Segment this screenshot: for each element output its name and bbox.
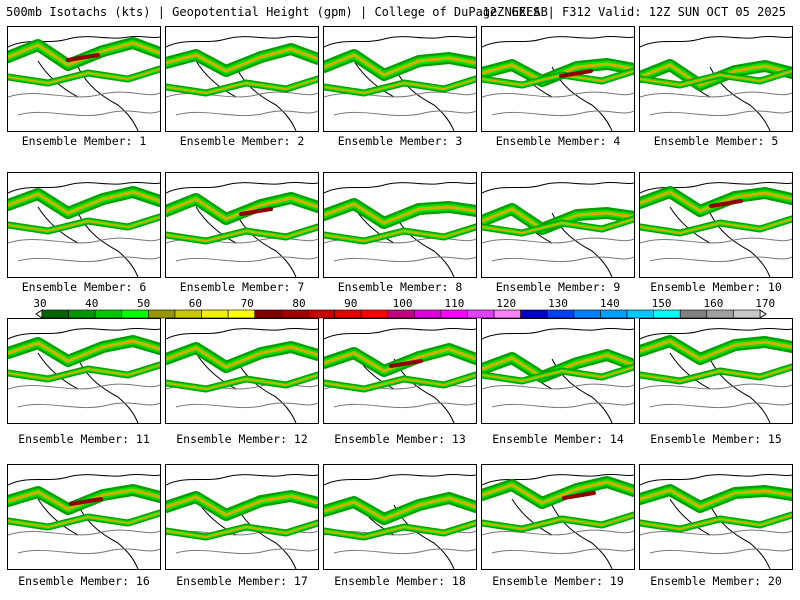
colorbar-swatch — [68, 309, 96, 319]
colorbar-swatch — [121, 309, 149, 319]
colorbar-swatch — [307, 309, 335, 319]
map-panel-member-2 — [165, 26, 319, 132]
member-caption: Ensemble Member: 18 — [334, 574, 466, 588]
map-panel-member-14 — [481, 318, 635, 424]
map-panel-member-13 — [323, 318, 477, 424]
colorbar-label: 70 — [240, 297, 254, 310]
map-panel-member-5 — [639, 26, 793, 132]
map-panel-member-20 — [639, 464, 793, 570]
colorbar-swatch — [94, 309, 123, 319]
colorbar-swatch — [41, 309, 69, 319]
colorbar-swatch — [254, 309, 282, 319]
member-caption: Ensemble Member: 12 — [176, 432, 308, 446]
colorbar-swatch — [227, 309, 256, 319]
colorbar-swatch — [546, 309, 575, 319]
member-caption: Ensemble Member: 16 — [18, 574, 150, 588]
member-caption: Ensemble Member: 14 — [492, 432, 624, 446]
member-caption: Ensemble Member: 7 — [179, 280, 305, 294]
member-caption: Ensemble Member: 2 — [179, 134, 305, 148]
header-valid-time: 12Z GEFS | F312 Valid: 12Z SUN OCT 05 20… — [482, 5, 786, 19]
member-caption: Ensemble Member: 3 — [337, 134, 463, 148]
map-panel-member-10 — [639, 172, 793, 278]
colorbar-label: 40 — [85, 297, 99, 310]
colorbar-swatch — [467, 309, 495, 319]
colorbar-label: 60 — [188, 297, 203, 310]
colorbar-label: 50 — [136, 297, 151, 310]
colorbar-swatch — [201, 309, 229, 319]
colorbar-label: 140 — [599, 297, 620, 310]
colorbar-label: 80 — [292, 297, 306, 310]
colorbar-label: 170 — [755, 297, 776, 310]
colorbar-swatch — [600, 309, 628, 319]
member-caption: Ensemble Member: 5 — [653, 134, 779, 148]
colorbar-swatch — [440, 309, 468, 319]
map-panel-member-4 — [481, 26, 635, 132]
colorbar-swatch — [281, 309, 309, 319]
colorbar-swatch — [706, 309, 734, 319]
colorbar-label: 100 — [392, 297, 413, 310]
colorbar-swatch — [148, 309, 176, 319]
map-panel-member-3 — [323, 26, 477, 132]
member-caption: Ensemble Member: 4 — [495, 134, 621, 148]
colorbar-swatch — [360, 309, 388, 319]
member-caption: Ensemble Member: 6 — [21, 280, 147, 294]
member-caption: Ensemble Member: 8 — [337, 280, 463, 294]
map-panel-member-8 — [323, 172, 477, 278]
colorbar-swatch — [413, 309, 442, 319]
colorbar-swatch — [653, 309, 681, 319]
colorbar-label: 160 — [703, 297, 724, 310]
colorbar-swatch — [573, 309, 601, 319]
member-caption: Ensemble Member: 13 — [334, 432, 466, 446]
map-panel-member-17 — [165, 464, 319, 570]
member-caption: Ensemble Member: 17 — [176, 574, 308, 588]
map-panel-member-19 — [481, 464, 635, 570]
map-panel-member-15 — [639, 318, 793, 424]
map-panel-member-6 — [7, 172, 161, 278]
member-caption: Ensemble Member: 1 — [21, 134, 147, 148]
colorbar-label: 150 — [651, 297, 672, 310]
member-caption: Ensemble Member: 19 — [492, 574, 624, 588]
header-title: 500mb Isotachs (kts) | Geopotential Heig… — [6, 5, 548, 19]
wind-speed-colorbar — [35, 309, 767, 319]
colorbar-label: 120 — [496, 297, 517, 310]
colorbar-label: 90 — [344, 297, 358, 310]
colorbar-label: 110 — [444, 297, 465, 310]
colorbar-swatch — [679, 309, 708, 319]
colorbar-swatch — [733, 309, 761, 319]
colorbar-swatch — [334, 309, 362, 319]
member-caption: Ensemble Member: 9 — [495, 280, 621, 294]
colorbar-swatch — [493, 309, 521, 319]
member-caption: Ensemble Member: 20 — [650, 574, 782, 588]
member-caption: Ensemble Member: 11 — [18, 432, 150, 446]
colorbar-swatch — [387, 309, 415, 319]
colorbar-label: 30 — [33, 297, 47, 310]
map-panel-member-16 — [7, 464, 161, 570]
member-caption: Ensemble Member: 10 — [650, 280, 782, 294]
colorbar-swatch — [174, 309, 202, 319]
colorbar-swatch — [520, 309, 548, 319]
map-panel-member-9 — [481, 172, 635, 278]
colorbar-label: 130 — [548, 297, 568, 310]
map-panel-member-11 — [7, 318, 161, 424]
map-panel-member-12 — [165, 318, 319, 424]
map-panel-member-7 — [165, 172, 319, 278]
map-panel-member-1 — [7, 26, 161, 132]
member-caption: Ensemble Member: 15 — [650, 432, 782, 446]
colorbar-swatch — [626, 309, 654, 319]
map-panel-member-18 — [323, 464, 477, 570]
